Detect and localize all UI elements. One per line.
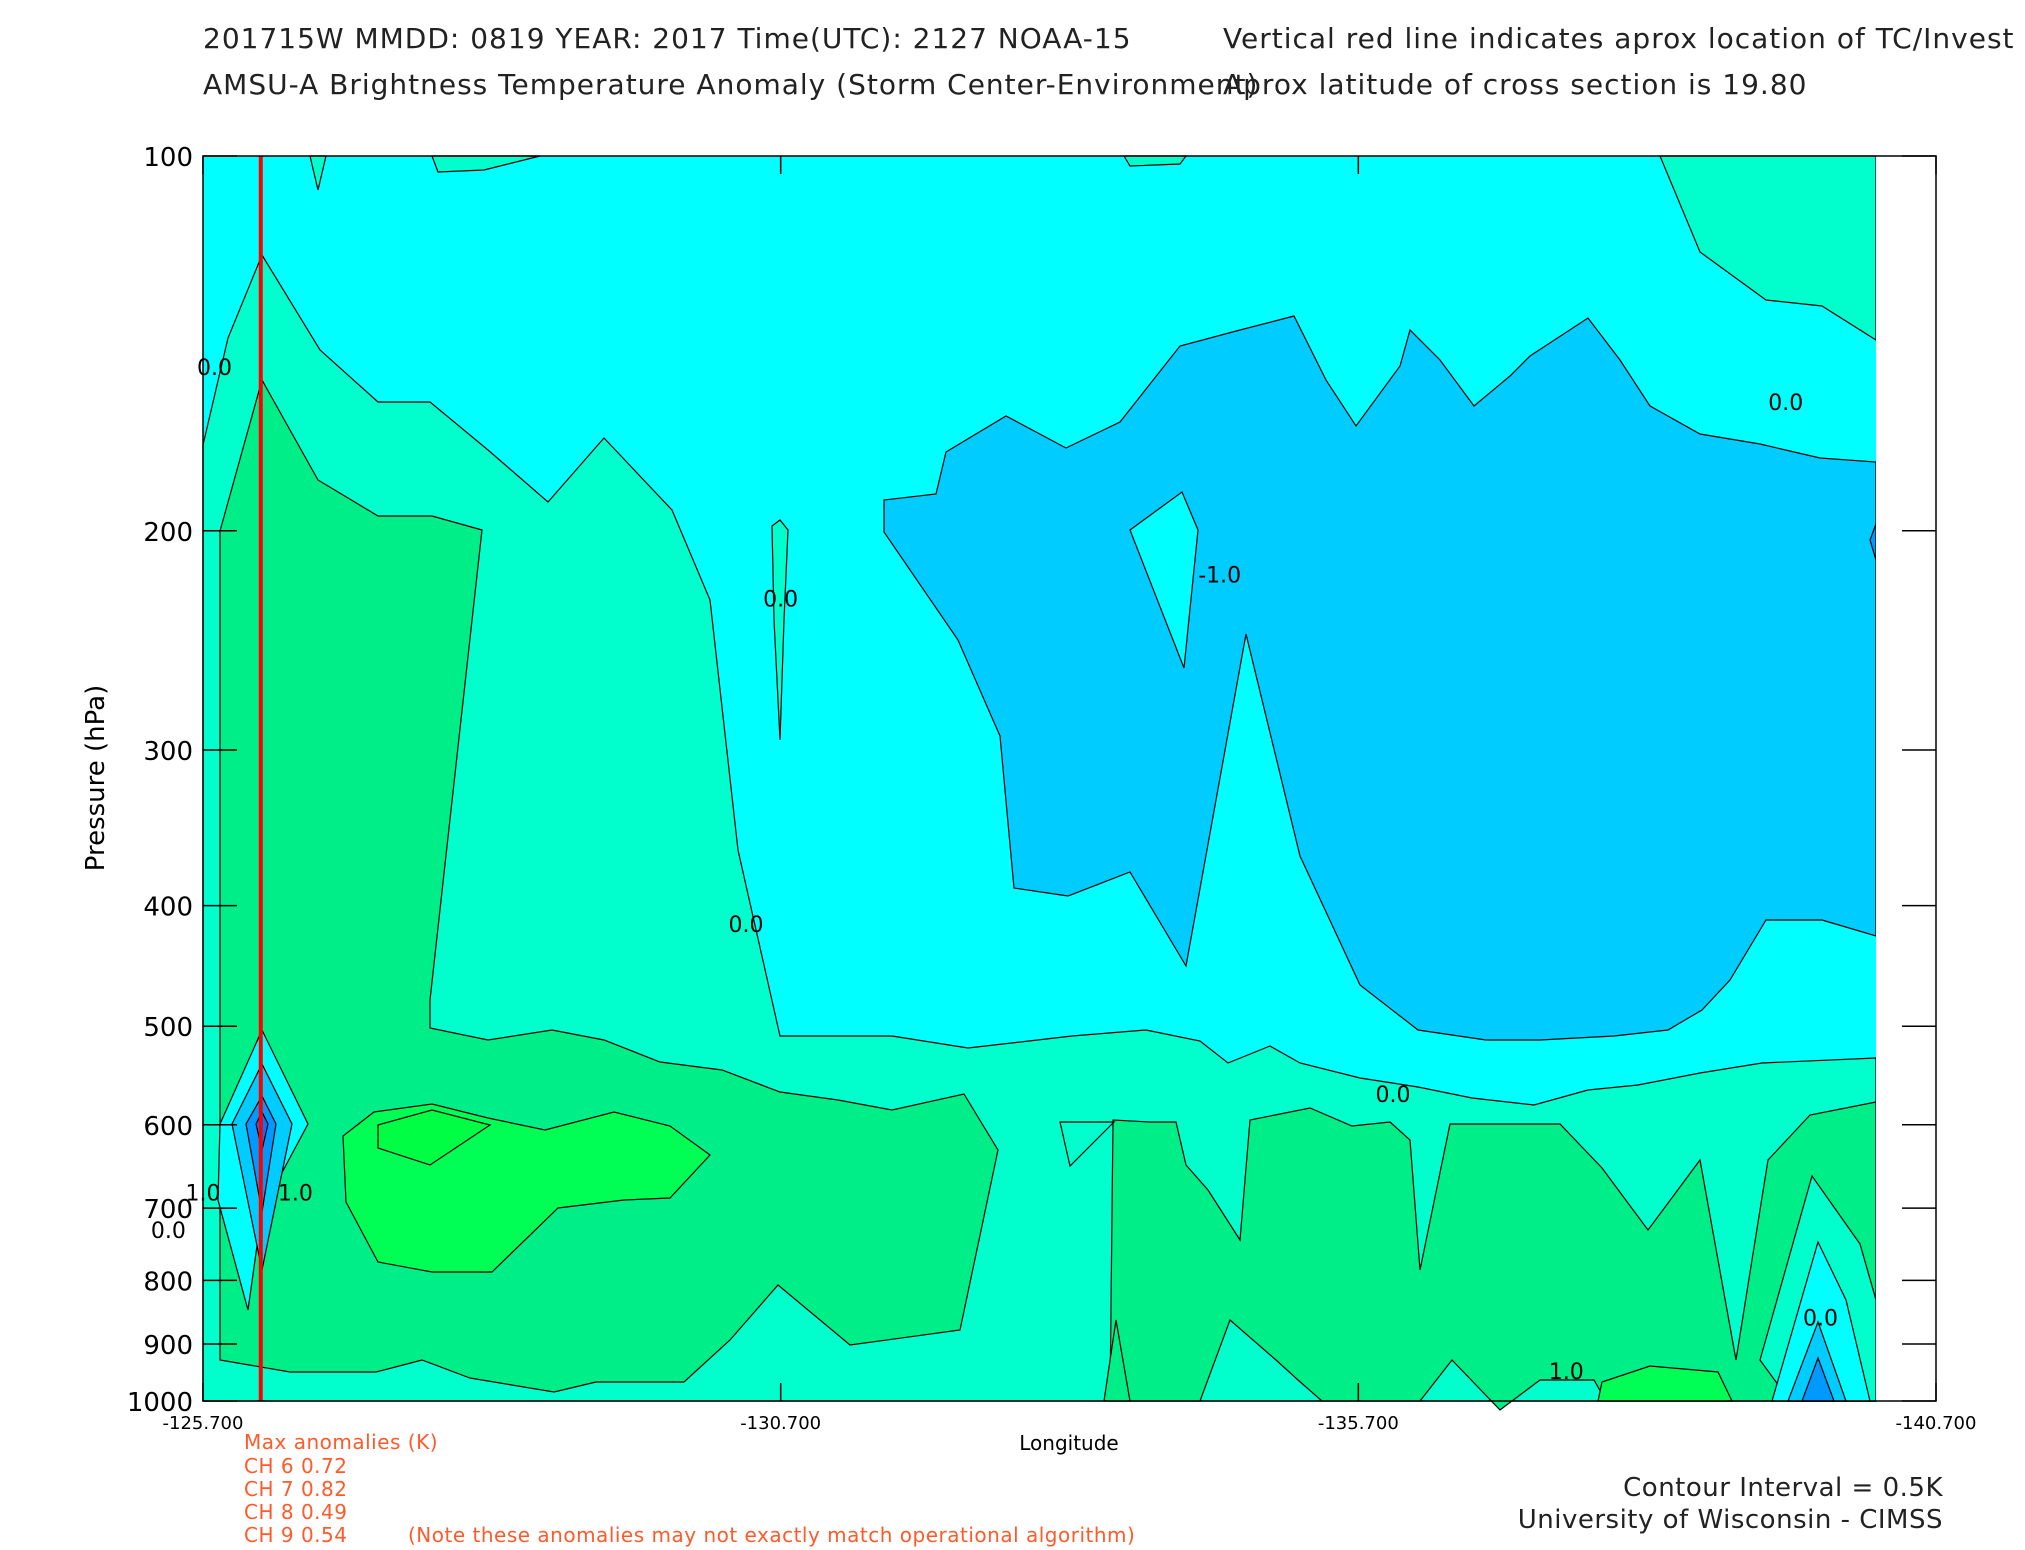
contour-fill-cool-1 — [883, 315, 1877, 1041]
contour-fill-warm-1-top-b — [1122, 155, 1188, 167]
y-axis-label: Pressure (hPa) — [81, 685, 111, 872]
y-tick-label: 600 — [143, 1112, 193, 1142]
institution-label: University of Wisconsin - CIMSS — [1517, 1505, 1943, 1535]
contour-label: 1.0 — [278, 1181, 313, 1206]
contour-fill-neutral-pocket — [1059, 1121, 1116, 1168]
contour-label: 0.0 — [729, 913, 764, 938]
y-tick-label: 400 — [143, 893, 193, 923]
y-tick-label: 100 — [143, 143, 193, 173]
channel-anomaly-ch8: CH 8 0.49 — [244, 1500, 348, 1524]
contour-fill-warm-1-sliver — [771, 519, 789, 741]
plot-frame — [202, 155, 1937, 1402]
y-tick-label: 700 — [143, 1195, 193, 1225]
y-tick-label: 500 — [143, 1013, 193, 1043]
y-tick-label: 300 — [143, 737, 193, 767]
contour-label: 0.0 — [1768, 391, 1803, 416]
plot-no-data-area — [1876, 156, 1936, 1401]
y-tick-label: 1000 — [127, 1388, 193, 1418]
x-axis: -125.700 -130.700 -135.700 -140.700 — [163, 156, 1977, 1434]
contour-fill-warm-3-lobe — [377, 1109, 492, 1166]
x-axis-label: Longitude — [1019, 1431, 1118, 1455]
header-line2-left: AMSU-A Brightness Temperature Anomaly (S… — [203, 68, 1259, 101]
contour-label: 0.0 — [1375, 1083, 1410, 1108]
channel-anomaly-ch9: CH 9 0.54 — [244, 1523, 348, 1547]
header-line1-right: Vertical red line indicates aprox locati… — [1223, 22, 2015, 55]
bottom-right-cool-spike — [1759, 1174, 1877, 1402]
contour-fill-warm-2-right — [1109, 1101, 1877, 1411]
anomaly-disclaimer: (Note these anomalies may not exactly ma… — [408, 1523, 1136, 1547]
contour-interval-label: Contour Interval = 0.5K — [1623, 1473, 1943, 1503]
x-tick-label: -130.700 — [740, 1413, 821, 1434]
contour-label: -1.0 — [1198, 563, 1241, 588]
max-anomalies-title: Max anomalies (K) — [244, 1430, 439, 1454]
y-tick-label: 900 — [143, 1331, 193, 1361]
contour-label: 0.0 — [1803, 1307, 1838, 1332]
header-line1-left: 201715W MMDD: 0819 YEAR: 2017 Time(UTC):… — [203, 22, 1132, 55]
channel-anomaly-ch6: CH 6 0.72 — [244, 1454, 348, 1478]
contour-label: 1.0 — [1549, 1360, 1584, 1385]
contour-label: 0.0 — [151, 1219, 186, 1244]
y-axis: 100 200 300 400 500 600 700 800 900 1000 — [127, 143, 1936, 1418]
x-tick-label: -125.700 — [163, 1413, 244, 1434]
channel-anomaly-ch7: CH 7 0.82 — [244, 1477, 348, 1501]
x-tick-label: -135.700 — [1318, 1413, 1399, 1434]
y-tick-label: 200 — [143, 518, 193, 548]
contour-label: 0.0 — [763, 587, 798, 612]
y-tick-label: 800 — [143, 1267, 193, 1297]
contour-fill-neutral-hole — [1129, 491, 1199, 669]
header-line2-right: Aprox latitude of cross section is 19.80 — [1223, 68, 1808, 101]
x-tick-label: -140.700 — [1896, 1413, 1977, 1434]
